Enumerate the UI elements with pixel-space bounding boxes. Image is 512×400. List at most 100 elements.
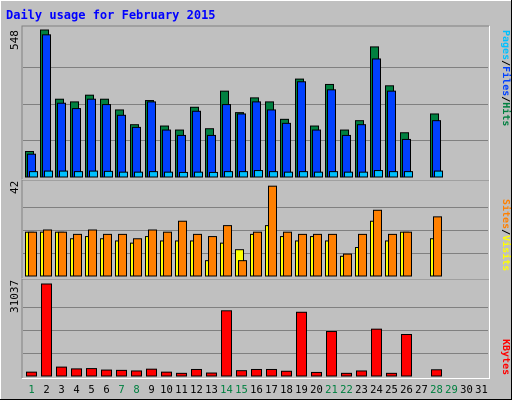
sites-bar xyxy=(28,231,37,277)
legend-top: Pages/Files/Hits xyxy=(500,30,512,126)
x-tick-label: 12 xyxy=(190,384,203,396)
x-tick-label: 7 xyxy=(118,384,124,396)
x-tick-label: 29 xyxy=(445,384,458,396)
files-bar xyxy=(102,104,111,178)
sites-bar xyxy=(388,233,397,277)
x-tick-label: 4 xyxy=(73,384,79,396)
sites-bar xyxy=(253,231,262,277)
sites-bar xyxy=(103,233,112,277)
legend-middle: Sites/Visits xyxy=(500,199,512,271)
sites-bar xyxy=(58,231,67,277)
bottom-ymax-label: 31037 xyxy=(8,280,21,313)
kbytes-bar xyxy=(311,371,322,377)
kbytes-bar xyxy=(56,366,67,377)
legend-bottom: KBytes xyxy=(500,339,511,375)
sites-bar xyxy=(268,185,277,277)
kbytes-bar xyxy=(401,334,412,377)
x-tick-label: 18 xyxy=(280,384,293,396)
files-bar xyxy=(117,114,126,178)
files-bar xyxy=(237,113,246,178)
files-bar xyxy=(252,101,261,178)
sites-bar xyxy=(343,253,352,277)
files-bar xyxy=(297,81,306,178)
legend-separator: / xyxy=(500,229,511,235)
x-tick-label: 31 xyxy=(475,384,488,396)
files-bar xyxy=(192,110,201,178)
sites-bar xyxy=(208,236,217,277)
files-bar xyxy=(342,134,351,178)
legend-sites: Sites xyxy=(500,199,512,229)
x-tick-label: 24 xyxy=(370,384,383,396)
pages-bar xyxy=(314,171,323,178)
pages-bar xyxy=(374,170,383,178)
kbytes-bar xyxy=(431,369,442,377)
legend-kbytes: KBytes xyxy=(500,339,511,375)
sites-bar xyxy=(178,220,187,277)
kbytes-bar xyxy=(26,371,37,377)
pages-bar xyxy=(29,171,38,178)
pages-bar xyxy=(404,171,413,178)
x-tick-label: 5 xyxy=(88,384,94,396)
panel-top xyxy=(21,25,490,180)
pages-bar xyxy=(389,171,398,178)
files-bar xyxy=(432,120,441,178)
pages-bar xyxy=(89,170,98,178)
x-tick-label: 20 xyxy=(310,384,323,396)
pages-bar xyxy=(104,170,113,178)
x-tick-label: 3 xyxy=(58,384,64,396)
x-tick-label: 11 xyxy=(175,384,188,396)
legend-pages: Pages xyxy=(500,30,511,60)
files-bar xyxy=(132,126,141,178)
x-tick-label: 19 xyxy=(295,384,308,396)
x-tick-label: 15 xyxy=(235,384,248,396)
x-tick-label: 26 xyxy=(400,384,413,396)
files-bar xyxy=(267,109,276,178)
kbytes-bar xyxy=(176,372,187,377)
x-tick-label: 9 xyxy=(148,384,154,396)
files-bar xyxy=(72,108,81,178)
kbytes-bar xyxy=(251,368,262,377)
sites-bar xyxy=(373,209,382,277)
x-tick-label: 13 xyxy=(205,384,218,396)
kbytes-bar xyxy=(281,370,292,377)
pages-bar xyxy=(434,170,443,178)
legend-separator: / xyxy=(500,96,511,102)
sites-bar xyxy=(313,233,322,277)
sites-bar xyxy=(403,231,412,277)
pages-bar xyxy=(209,171,218,178)
pages-bar xyxy=(254,170,263,178)
x-tick-label: 27 xyxy=(415,384,428,396)
pages-bar xyxy=(119,171,128,178)
x-tick-label: 10 xyxy=(160,384,173,396)
panel-bottom xyxy=(21,278,490,379)
files-bar xyxy=(372,58,381,178)
kbytes-bar xyxy=(236,370,247,377)
sites-bar xyxy=(148,229,157,277)
kbytes-bar xyxy=(341,372,352,377)
legend-visits: Visits xyxy=(500,235,512,271)
x-tick-label: 21 xyxy=(325,384,338,396)
x-tick-label: 2 xyxy=(43,384,49,396)
pages-bar xyxy=(149,171,158,178)
sites-bar xyxy=(298,233,307,277)
legend-hits: Hits xyxy=(500,102,512,126)
sites-bar xyxy=(133,238,142,277)
pages-bar xyxy=(224,171,233,178)
files-bar xyxy=(147,101,156,178)
panel-middle xyxy=(21,179,490,279)
sites-bar xyxy=(73,233,82,277)
x-tick-label: 6 xyxy=(103,384,109,396)
sites-bar xyxy=(238,260,247,277)
x-axis-labels: 1 2 3 4 5 6 7 8 9 10 11 12 13 14 15 16 17 18 19 20 21 22 23 24 2… xyxy=(28,384,487,396)
x-tick-label: 16 xyxy=(250,384,263,396)
pages-bar xyxy=(164,171,173,178)
kbytes-bar xyxy=(206,372,217,377)
x-tick-label: 17 xyxy=(265,384,278,396)
sites-bar xyxy=(433,216,442,277)
pages-bar xyxy=(44,170,53,178)
sites-bar xyxy=(193,233,202,277)
legend-files: Files xyxy=(500,66,512,96)
legend-separator: / xyxy=(500,60,511,66)
chart-title: Daily usage for February 2015 xyxy=(6,8,216,22)
